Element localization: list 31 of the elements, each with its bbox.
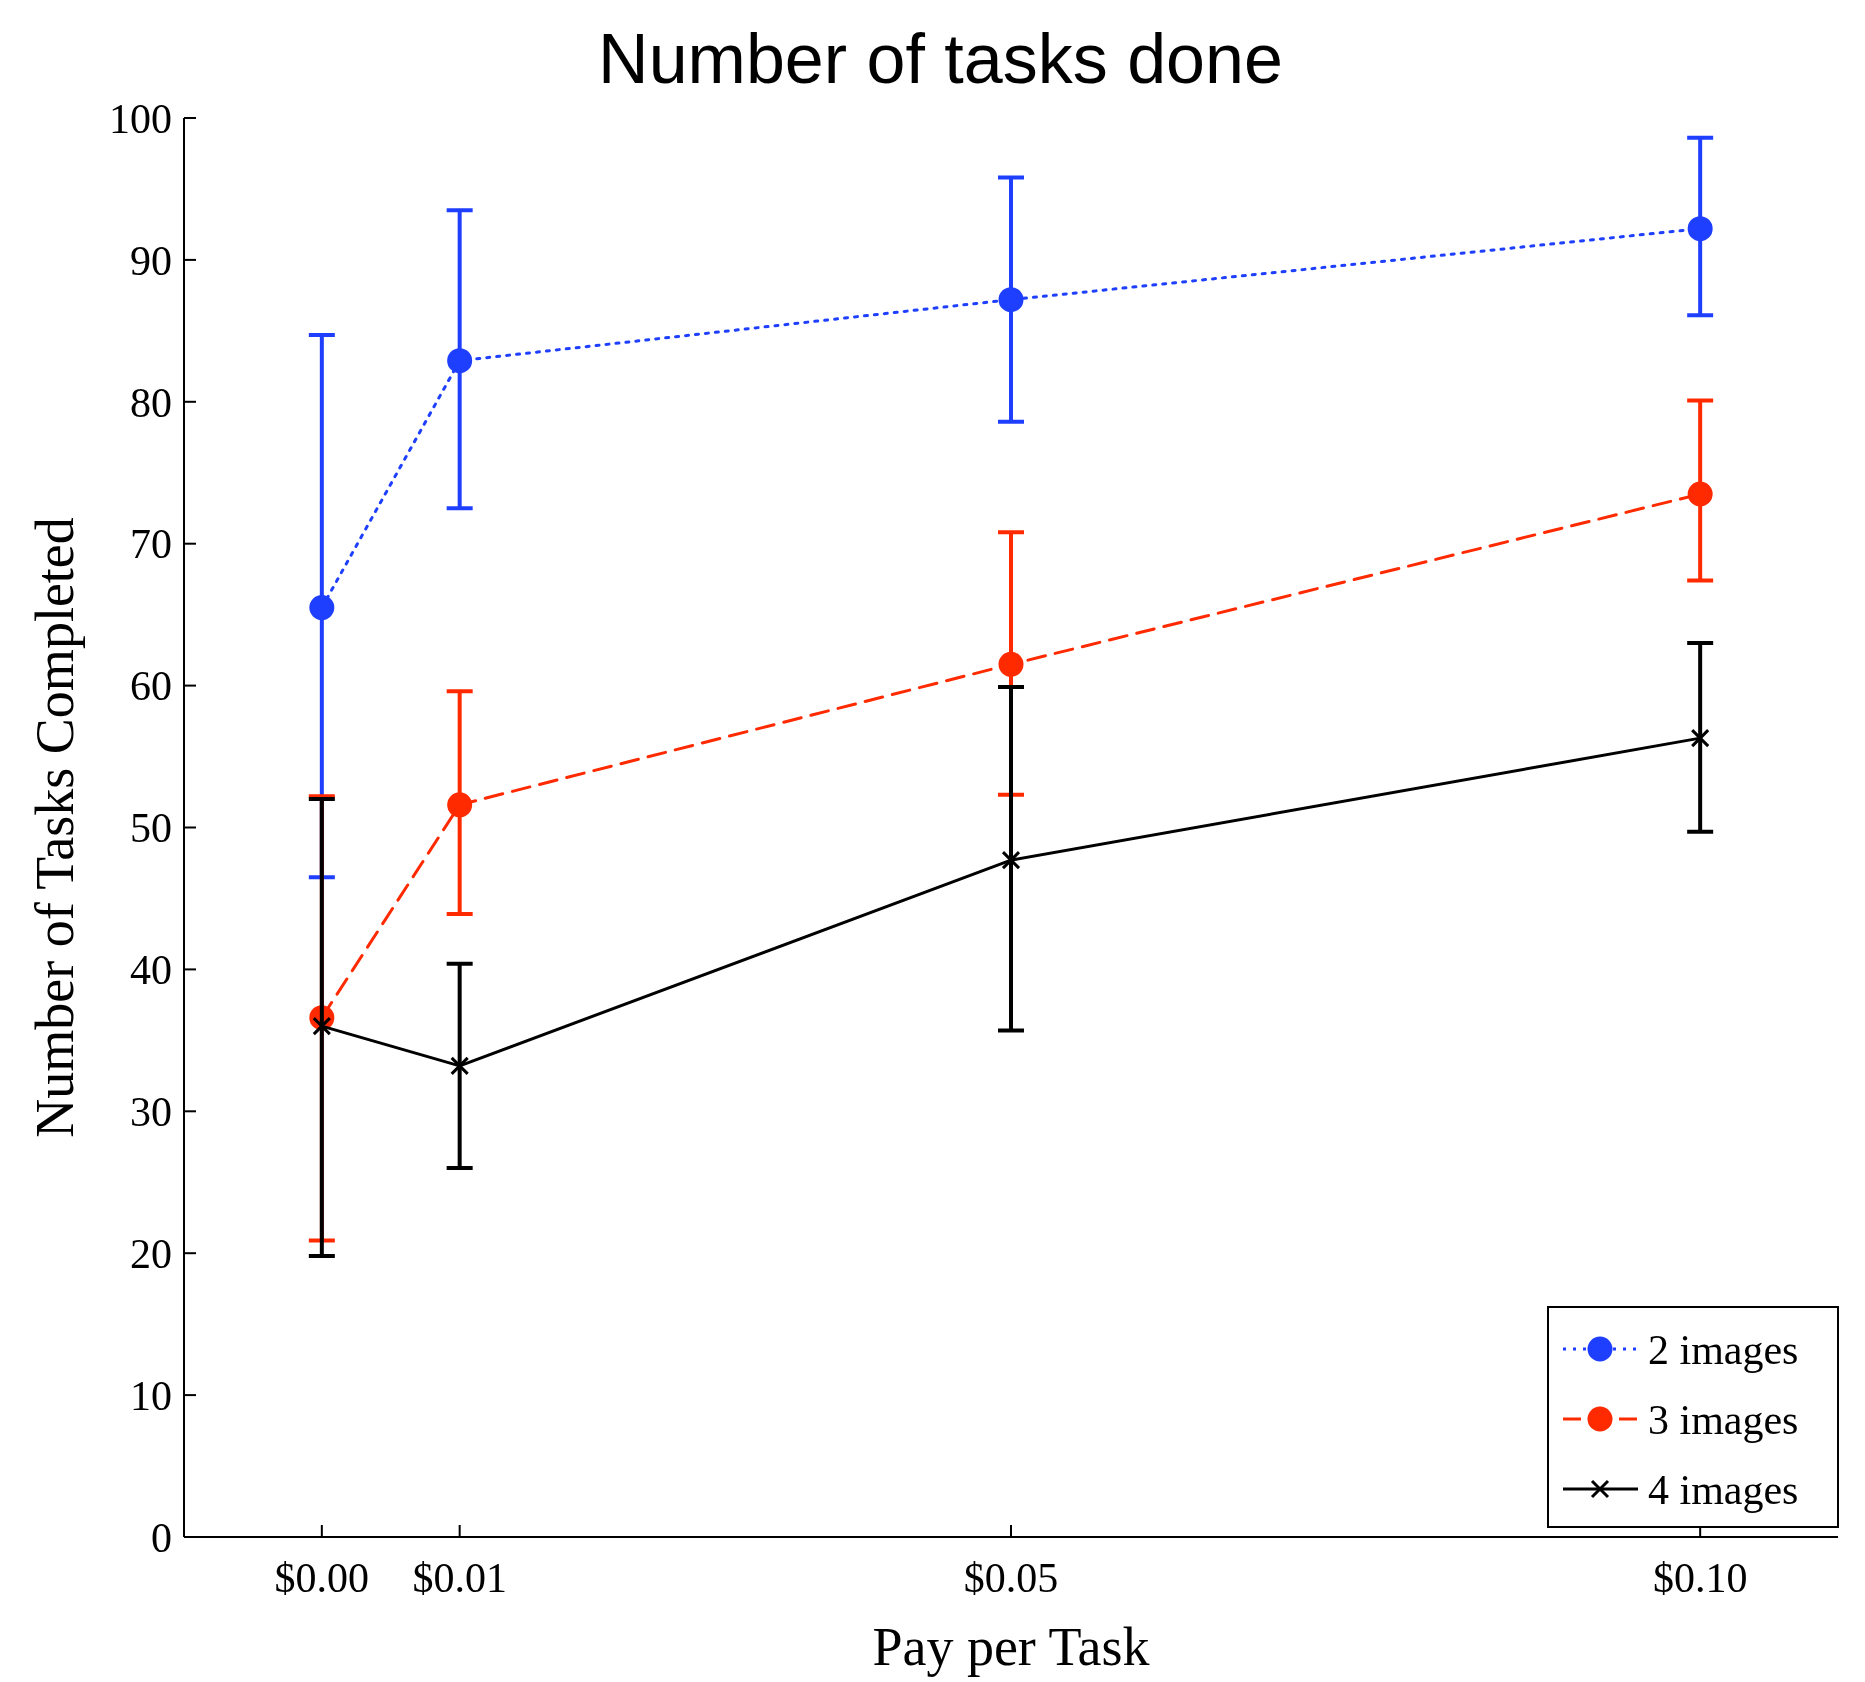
point: [309, 595, 335, 621]
y-tick-label: 60: [130, 663, 172, 710]
y-tick-label: 0: [151, 1514, 172, 1561]
x-tick-label: $0.01: [412, 1555, 507, 1601]
y-tick-label: 20: [130, 1230, 172, 1277]
x-tick-label: $0.10: [1652, 1555, 1748, 1601]
y-tick-label: 30: [130, 1089, 172, 1135]
legend-label: 4 images: [1648, 1466, 1799, 1513]
point: [998, 651, 1024, 677]
y-tick-label: 10: [130, 1372, 172, 1419]
y-axis-title: Number of Tasks Completed: [25, 517, 85, 1138]
point: [1690, 728, 1710, 748]
y-tick-label: 80: [130, 379, 172, 426]
point: [450, 1056, 470, 1076]
x-tick-label: $0.00: [274, 1555, 370, 1601]
point: [447, 792, 473, 818]
x-tick-label: $0.05: [963, 1555, 1059, 1601]
y-tick-label: 90: [130, 237, 172, 284]
y-tick-label: 70: [130, 521, 172, 568]
point: [1001, 850, 1021, 870]
point: [1687, 481, 1713, 507]
legend-label: 3 images: [1648, 1396, 1799, 1443]
x-axis-title: Pay per Task: [872, 1617, 1150, 1677]
y-tick-label: 40: [130, 947, 172, 994]
legend-label: 2 images: [1648, 1326, 1799, 1373]
y-tick-label: 50: [130, 805, 172, 852]
point: [998, 287, 1024, 313]
y-tick-label: 100: [109, 95, 172, 142]
point: [447, 348, 473, 374]
point: [1687, 216, 1713, 242]
chart-title: Number of tasks done: [598, 20, 1283, 98]
